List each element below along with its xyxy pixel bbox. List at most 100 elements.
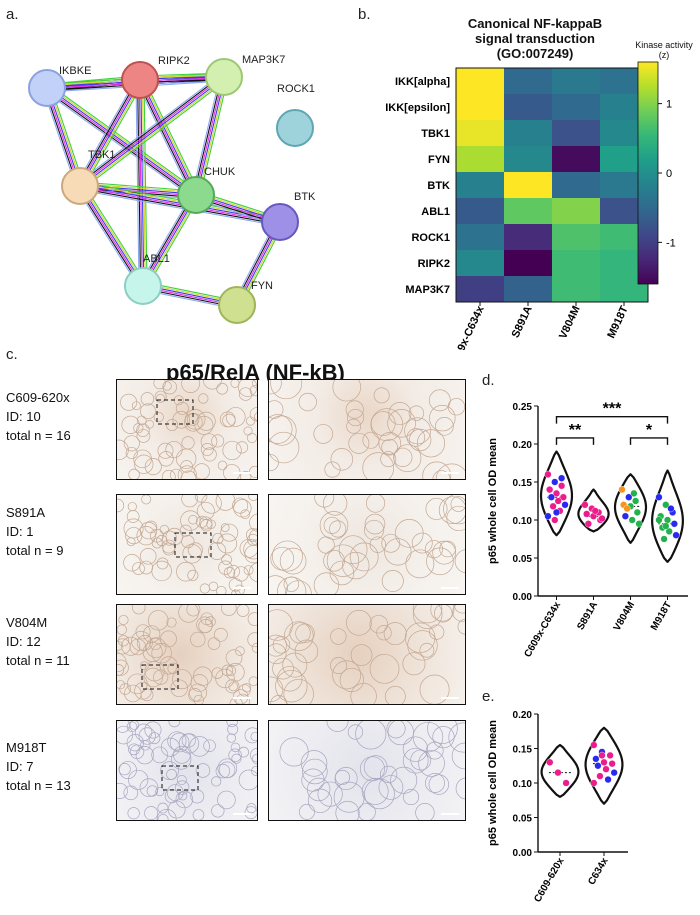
data-point xyxy=(606,751,614,760)
network-edge-strand xyxy=(80,80,142,187)
data-point xyxy=(584,520,592,528)
follicle-outline xyxy=(166,617,177,628)
network-node-label: ROCK1 xyxy=(277,83,315,95)
y-tick-label: 0.15 xyxy=(513,478,533,489)
data-point xyxy=(635,520,643,528)
follicle-outline xyxy=(386,721,406,739)
data-point xyxy=(581,501,589,509)
follicle-outline xyxy=(144,458,162,476)
follicle-outline xyxy=(190,789,205,804)
heatmap-title-line3: (GO:007249) xyxy=(496,46,574,61)
data-point xyxy=(604,775,612,784)
follicle-outline xyxy=(205,616,216,627)
heatmap-cell xyxy=(456,172,505,199)
follicle-outline xyxy=(252,380,257,389)
follicle-outline xyxy=(324,461,341,478)
x-tick-label: S891A xyxy=(575,600,600,632)
heatmap-col-label: S891A xyxy=(510,304,535,340)
follicle-outline xyxy=(277,576,307,594)
follicle-outline xyxy=(332,380,362,402)
network-node-abl1 xyxy=(124,267,162,305)
follicle-outline xyxy=(140,403,156,420)
follicle-outline xyxy=(272,657,294,680)
follicle-outline xyxy=(251,765,257,776)
follicle-outline xyxy=(129,638,147,656)
follicle-outline xyxy=(172,411,190,429)
follicle-outline xyxy=(140,688,154,702)
follicle-outline xyxy=(211,804,225,818)
follicle-outline xyxy=(238,769,257,791)
follicle-outline xyxy=(135,746,154,765)
follicle-outline xyxy=(228,578,243,592)
follicle-outline xyxy=(246,432,257,444)
follicle-outline xyxy=(133,423,144,434)
follicle-outline xyxy=(333,781,365,813)
follicle-outline xyxy=(269,454,279,472)
data-point xyxy=(672,531,680,539)
histology-overview-image xyxy=(116,720,258,821)
follicle-outline xyxy=(227,723,239,735)
follicle-outline xyxy=(232,689,249,704)
follicle-outline xyxy=(159,524,170,535)
follicle-outline xyxy=(161,469,176,479)
network-edge-strand xyxy=(77,73,222,184)
network-node-label: TBK1 xyxy=(88,149,116,161)
y-tick-label: 0.00 xyxy=(513,592,533,603)
follicle-outline xyxy=(200,442,214,456)
follicle-outline xyxy=(175,790,194,809)
heatmap-cell xyxy=(552,276,601,303)
network-edge-strand xyxy=(49,84,199,193)
follicle-outline xyxy=(378,432,402,455)
follicle-outline xyxy=(452,605,465,622)
histology-overview-image xyxy=(116,494,258,595)
row4-id: ID: 7 xyxy=(6,759,34,774)
follicle-outline xyxy=(342,551,370,580)
follicle-outline xyxy=(348,432,370,454)
colorbar-tick-label: 0 xyxy=(666,168,672,180)
follicle-outline xyxy=(178,791,188,801)
follicle-outline xyxy=(166,419,179,432)
follicle-outline xyxy=(362,452,395,479)
heatmap-cell xyxy=(456,120,505,147)
follicle-outline xyxy=(427,721,458,744)
data-point xyxy=(592,755,600,763)
network-edge-strand xyxy=(44,90,194,199)
follicle-outline xyxy=(222,440,242,461)
follicle-outline xyxy=(221,664,234,677)
data-point xyxy=(633,508,641,517)
histology-zoom-image xyxy=(268,494,466,595)
network-edge-strand xyxy=(194,76,224,195)
follicle-outline xyxy=(381,533,401,553)
heatmap-row-label: MAP3K7 xyxy=(405,284,450,296)
follicle-outline xyxy=(419,674,450,704)
y-axis-label: p65 whole cell OD mean xyxy=(487,720,499,846)
follicle-outline xyxy=(139,548,157,565)
colorbar-label-line1: Kinase activity xyxy=(635,40,693,50)
x-tick-label: C609x-C634x xyxy=(522,600,563,660)
data-point xyxy=(546,758,554,766)
row1-genotype: C609-620x xyxy=(6,390,70,405)
follicle-outline xyxy=(269,575,288,594)
follicle-outline xyxy=(123,435,140,452)
network-edge-strand xyxy=(80,77,225,188)
heatmap-cell xyxy=(552,68,601,95)
follicle-outline xyxy=(317,781,343,807)
follicle-outline xyxy=(231,753,242,764)
follicle-outline xyxy=(134,723,153,742)
follicle-outline xyxy=(364,513,386,535)
panel-label-e: e. xyxy=(482,688,495,705)
network-edge-strand xyxy=(197,77,227,196)
follicle-outline xyxy=(196,616,213,634)
zoom-region-box xyxy=(141,664,179,690)
follicle-outline xyxy=(230,589,241,594)
heatmap-row-label: FYN xyxy=(428,154,450,166)
y-tick-label: 0.20 xyxy=(513,440,533,451)
network-node-label: IKBKE xyxy=(59,65,91,77)
follicle-outline xyxy=(169,732,190,753)
follicle-outline xyxy=(439,540,456,558)
follicle-outline xyxy=(222,413,236,428)
follicle-outline xyxy=(220,523,239,542)
follicle-outline xyxy=(225,679,240,694)
follicle-outline xyxy=(432,725,455,749)
data-point xyxy=(559,493,567,501)
